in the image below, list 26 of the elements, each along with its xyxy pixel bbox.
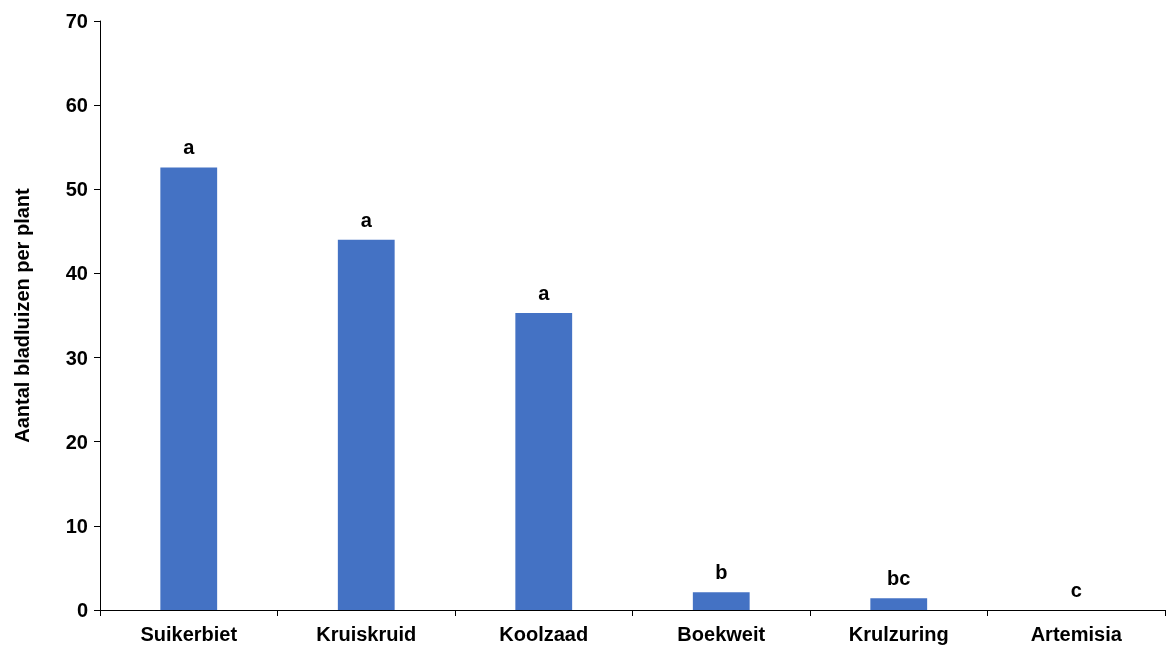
x-tick-label: Koolzaad: [499, 623, 589, 645]
x-tick-label: Artemisia: [1030, 623, 1123, 645]
annotation: a: [360, 208, 373, 231]
annotation: bc: [887, 567, 911, 590]
x-tick-label: Krulzuring: [848, 623, 949, 645]
y-tick-label: 60: [65, 94, 88, 117]
annotation: a: [183, 136, 196, 159]
y-tick-label: 50: [65, 178, 88, 201]
bar: [160, 167, 218, 610]
x-tick-label: Kruiskruid: [316, 623, 417, 645]
bar: [515, 312, 573, 610]
bar: [337, 239, 395, 610]
x-tick-label: Boekweit: [677, 623, 766, 645]
y-tick-label: 10: [65, 514, 88, 537]
y-axis-title: Aantal bladluizen per plant: [11, 187, 33, 443]
y-tick-label: 40: [65, 262, 88, 285]
bar: [870, 598, 928, 610]
bar: [692, 592, 750, 610]
x-tick-label: Suikerbiet: [140, 623, 238, 645]
y-tick-label: 0: [76, 599, 88, 621]
annotation: c: [1070, 579, 1082, 601]
y-tick-label: 70: [65, 10, 88, 32]
annotation: b: [715, 561, 728, 584]
y-tick-label: 20: [65, 430, 88, 453]
y-tick-label: 30: [65, 346, 88, 369]
annotation: a: [538, 281, 551, 304]
